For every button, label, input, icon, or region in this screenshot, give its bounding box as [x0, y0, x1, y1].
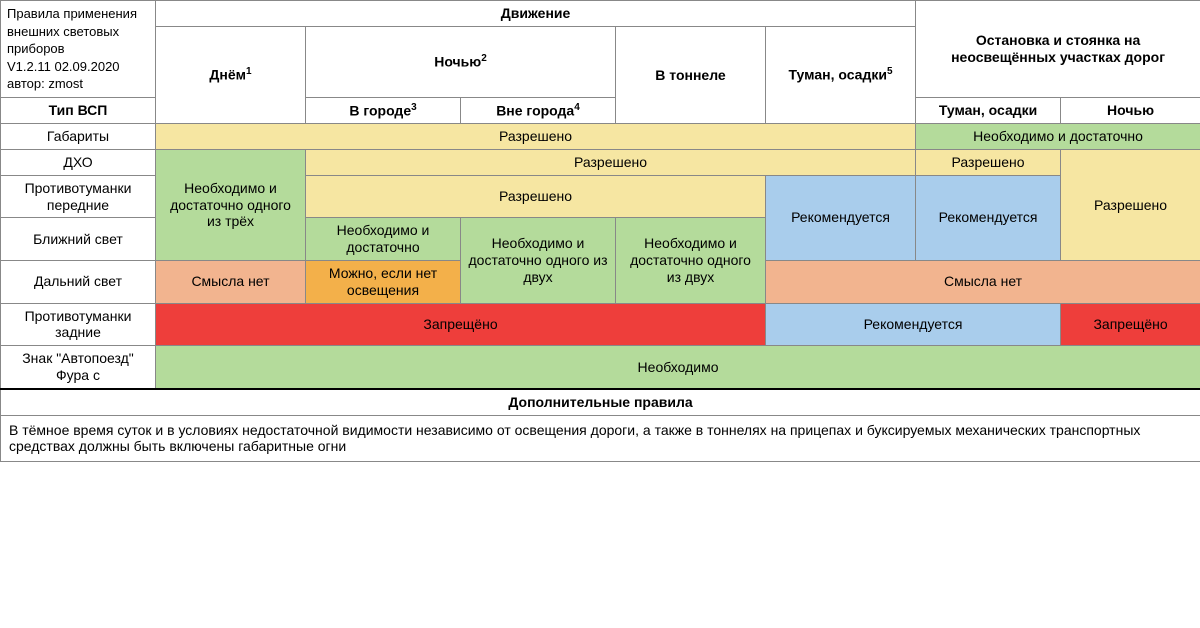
- row-fog-front: Противотуманки передние: [1, 175, 156, 218]
- hdr-day: Днём1: [156, 26, 306, 123]
- lights-rules-table: Правила применения внешних световых приб…: [0, 0, 1200, 462]
- hdr-night2: Ночью: [1061, 97, 1200, 123]
- cell-low-one-of-two-1: Необходимо и достаточно одного из двух: [461, 218, 616, 303]
- hdr-fog2: Туман, осадки: [916, 97, 1061, 123]
- hdr-driving: Движение: [156, 1, 916, 27]
- hdr-tunnel: В тоннеле: [616, 26, 766, 123]
- cell-dho-night-allowed: Разрешено: [1061, 149, 1200, 260]
- footer-rules-hdr: Дополнительные правила: [1, 389, 1200, 415]
- cell-gab-need: Необходимо и достаточно: [916, 124, 1200, 150]
- hdr-night: Ночью2: [306, 26, 616, 97]
- row-low-beam: Ближний свет: [1, 218, 156, 261]
- row-gabarity: Габариты: [1, 124, 156, 150]
- cell-ff-recommended: Рекомендуется: [766, 175, 916, 260]
- row-avtopoezd: Знак "Автопоезд" Фура с: [1, 346, 156, 389]
- footer-rule-1: В тёмное время суток и в условиях недост…: [1, 415, 1200, 462]
- meta-version: V1.2.11 02.09.2020: [7, 59, 120, 74]
- cell-avto-required: Необходимо: [156, 346, 1200, 389]
- cell-gab-allowed: Разрешено: [156, 124, 916, 150]
- hdr-out-city: Вне города4: [461, 97, 616, 123]
- cell-low-one-of-two-2: Необходимо и достаточно одного из двух: [616, 218, 766, 303]
- cell-one-of-three: Необходимо и достаточно одного из трёх: [156, 149, 306, 260]
- cell-low-need: Необходимо и достаточно: [306, 218, 461, 261]
- cell-dho-allowed: Разрешено: [306, 149, 916, 175]
- cell-ff-allowed: Разрешено: [306, 175, 766, 218]
- cell-high-no-sense: Смысла нет: [156, 260, 306, 303]
- cell-high-no-sense2: Смысла нет: [766, 260, 1200, 303]
- cell-dho-allowed2: Разрешено: [916, 149, 1061, 175]
- cell-high-can: Можно, если нет освещения: [306, 260, 461, 303]
- meta-block: Правила применения внешних световых приб…: [1, 1, 156, 98]
- hdr-fog: Туман, осадки5: [766, 26, 916, 123]
- cell-ff-recommended2: Рекомендуется: [916, 175, 1061, 260]
- cell-fr-recommended: Рекомендуется: [766, 303, 1061, 346]
- cell-fr-forbidden: Запрещёно: [156, 303, 766, 346]
- meta-author: автор: zmost: [7, 76, 83, 91]
- hdr-type-vsp: Тип ВСП: [1, 97, 156, 123]
- hdr-parking: Остановка и стоянка на неосвещённых учас…: [916, 1, 1200, 98]
- row-dho: ДХО: [1, 149, 156, 175]
- meta-title: Правила применения внешних световых приб…: [7, 6, 137, 56]
- row-high-beam: Дальний свет: [1, 260, 156, 303]
- row-fog-rear: Противотуманки задние: [1, 303, 156, 346]
- hdr-in-city: В городе3: [306, 97, 461, 123]
- cell-fr-forbidden2: Запрещёно: [1061, 303, 1200, 346]
